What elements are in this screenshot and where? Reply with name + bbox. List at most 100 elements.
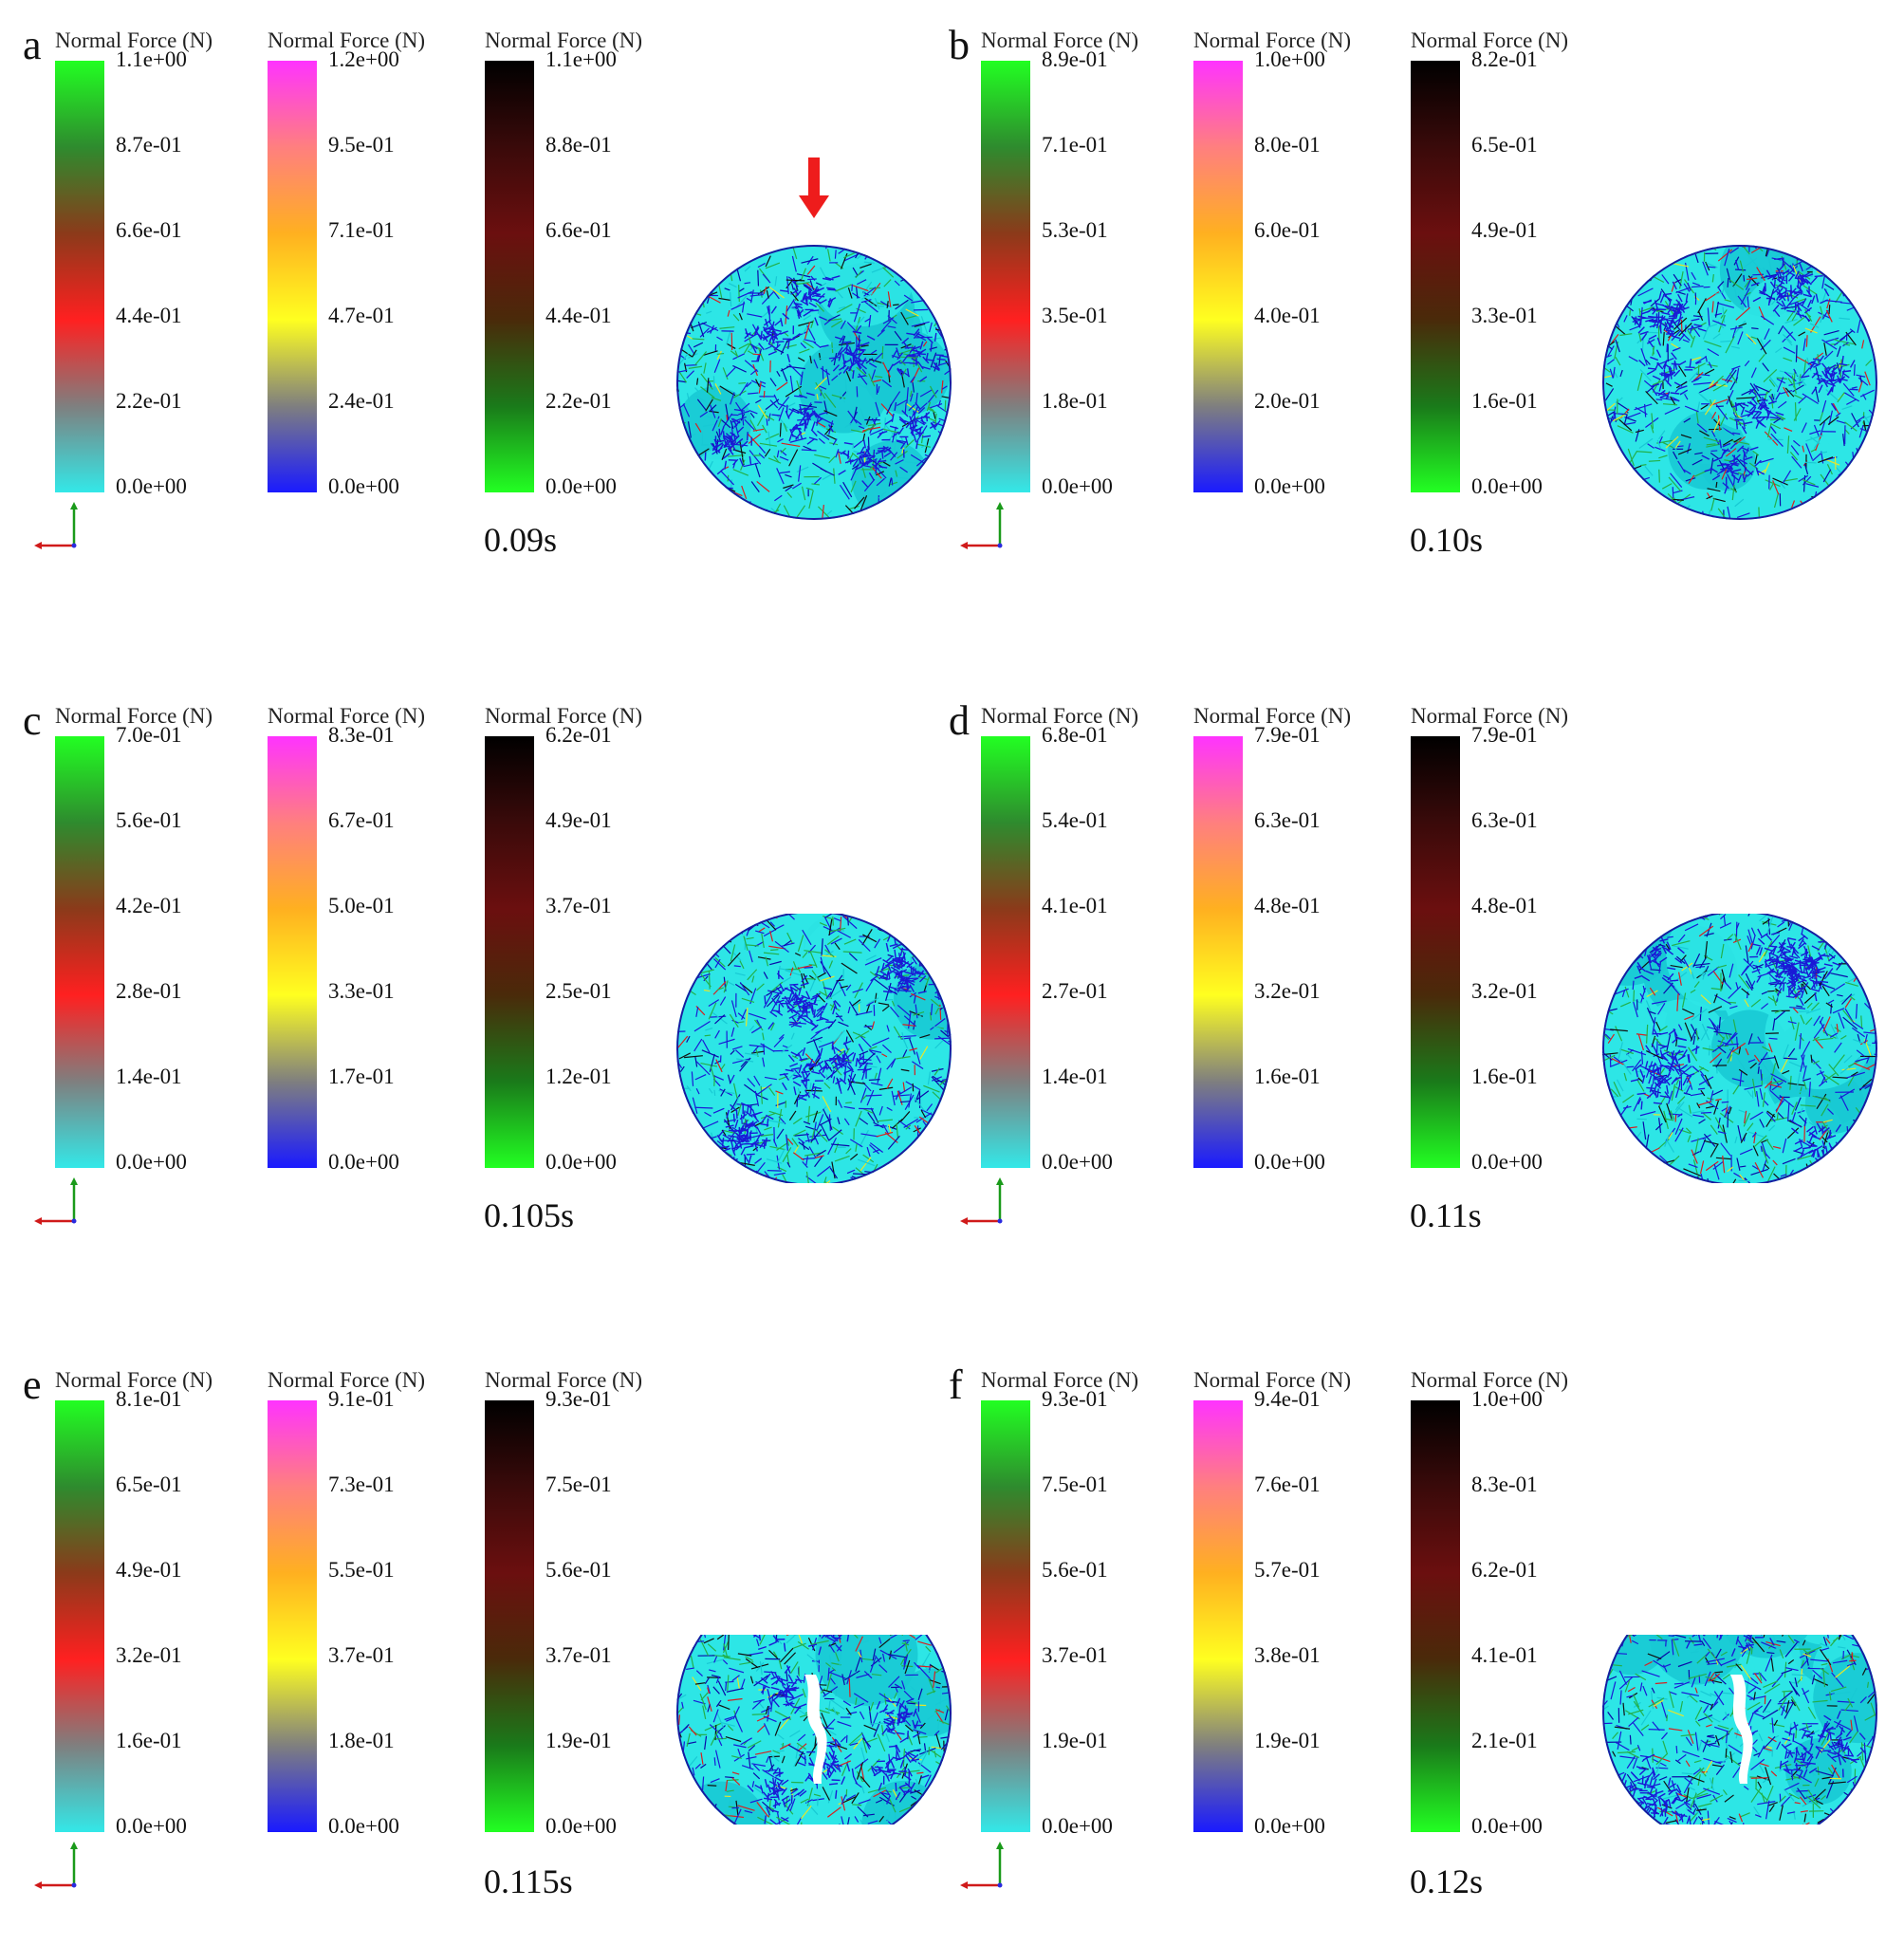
legend-tick-label: 4.4e-01 bbox=[545, 304, 612, 328]
color-bar bbox=[981, 61, 1030, 492]
legend-tick-label: 8.2e-01 bbox=[1471, 47, 1538, 72]
legend-tick-label: 0.0e+00 bbox=[545, 474, 617, 499]
legend-tick-label: 2.0e-01 bbox=[1254, 389, 1321, 414]
legend-tick-label: 1.9e-01 bbox=[545, 1729, 612, 1753]
legend-tick-label: 6.5e-01 bbox=[1471, 133, 1538, 157]
color-bar bbox=[268, 61, 317, 492]
legend-tick-label: 4.9e-01 bbox=[1471, 218, 1538, 243]
color-bar bbox=[55, 1400, 104, 1832]
legend-tick-label: 5.6e-01 bbox=[116, 808, 182, 833]
legend-tick-label: 4.1e-01 bbox=[1042, 894, 1108, 918]
legend-tick-label: 2.4e-01 bbox=[328, 389, 395, 414]
legend-tick-label: 6.2e-01 bbox=[1471, 1558, 1538, 1583]
color-bar bbox=[485, 61, 534, 492]
particle-contact-network bbox=[1598, 1570, 1882, 1855]
legend-tick-label: 3.8e-01 bbox=[1254, 1643, 1321, 1668]
legend-tick-label: 1.7e-01 bbox=[328, 1065, 395, 1089]
legend-tick-label: 8.8e-01 bbox=[545, 133, 612, 157]
legend-tick-label: 1.6e-01 bbox=[1471, 389, 1538, 414]
legend-tick-label: 2.7e-01 bbox=[1042, 979, 1108, 1004]
legend-tick-label: 8.7e-01 bbox=[116, 133, 182, 157]
xyz-axes-icon bbox=[958, 496, 1015, 553]
legend-tick-label: 5.6e-01 bbox=[545, 1558, 612, 1583]
legend-tick-label: 0.0e+00 bbox=[328, 1150, 399, 1175]
panel-label: e bbox=[23, 1361, 42, 1409]
time-label: 0.105s bbox=[484, 1195, 574, 1235]
particle-contact-network bbox=[672, 906, 956, 1191]
legend-tick-label: 0.0e+00 bbox=[1254, 1150, 1325, 1175]
legend-tick-label: 7.6e-01 bbox=[1254, 1473, 1321, 1497]
legend-tick-label: 0.0e+00 bbox=[116, 1150, 187, 1175]
xyz-axes-icon bbox=[958, 1836, 1015, 1893]
legend-tick-label: 4.8e-01 bbox=[1254, 894, 1321, 918]
legend-tick-label: 1.9e-01 bbox=[1254, 1729, 1321, 1753]
xyz-axes-icon bbox=[32, 1836, 89, 1893]
legend-tick-label: 1.9e-01 bbox=[1042, 1729, 1108, 1753]
legend-tick-label: 7.9e-01 bbox=[1471, 723, 1538, 748]
legend-tick-label: 1.4e-01 bbox=[116, 1065, 182, 1089]
legend-tick-label: 0.0e+00 bbox=[1254, 474, 1325, 499]
legend-tick-label: 1.1e+00 bbox=[545, 47, 617, 72]
legend-tick-label: 1.8e-01 bbox=[1042, 389, 1108, 414]
legend-tick-label: 9.3e-01 bbox=[545, 1387, 612, 1412]
legend-tick-label: 3.7e-01 bbox=[545, 894, 612, 918]
legend-tick-label: 2.5e-01 bbox=[545, 979, 612, 1004]
xyz-axes-icon bbox=[32, 496, 89, 553]
color-bar bbox=[1193, 61, 1243, 492]
legend-tick-label: 3.2e-01 bbox=[116, 1643, 182, 1668]
panel-label: a bbox=[23, 21, 42, 69]
legend-tick-label: 0.0e+00 bbox=[1042, 474, 1113, 499]
legend-tick-label: 0.0e+00 bbox=[1254, 1814, 1325, 1839]
legend-tick-label: 4.8e-01 bbox=[1471, 894, 1538, 918]
legend-tick-label: 9.5e-01 bbox=[328, 133, 395, 157]
legend-tick-label: 2.2e-01 bbox=[116, 389, 182, 414]
color-bar bbox=[485, 736, 534, 1168]
legend-tick-label: 1.2e-01 bbox=[545, 1065, 612, 1089]
legend-tick-label: 4.7e-01 bbox=[328, 304, 395, 328]
legend-tick-label: 2.2e-01 bbox=[545, 389, 612, 414]
legend-tick-label: 5.0e-01 bbox=[328, 894, 395, 918]
legend-tick-label: 1.0e+00 bbox=[1254, 47, 1325, 72]
legend-tick-label: 0.0e+00 bbox=[545, 1150, 617, 1175]
legend-tick-label: 1.6e-01 bbox=[116, 1729, 182, 1753]
legend-tick-label: 1.0e+00 bbox=[1471, 1387, 1543, 1412]
legend-tick-label: 6.6e-01 bbox=[545, 218, 612, 243]
legend-tick-label: 5.7e-01 bbox=[1254, 1558, 1321, 1583]
color-bar bbox=[268, 1400, 317, 1832]
legend-tick-label: 1.2e+00 bbox=[328, 47, 399, 72]
legend-tick-label: 8.3e-01 bbox=[328, 723, 395, 748]
legend-tick-label: 9.4e-01 bbox=[1254, 1387, 1321, 1412]
legend-tick-label: 5.5e-01 bbox=[328, 1558, 395, 1583]
panel-label: b bbox=[949, 21, 970, 69]
legend-tick-label: 4.9e-01 bbox=[545, 808, 612, 833]
legend-tick-label: 4.2e-01 bbox=[116, 894, 182, 918]
legend-tick-label: 8.3e-01 bbox=[1471, 1473, 1538, 1497]
legend-tick-label: 0.0e+00 bbox=[116, 1814, 187, 1839]
color-bar bbox=[55, 736, 104, 1168]
legend-tick-label: 9.3e-01 bbox=[1042, 1387, 1108, 1412]
legend-tick-label: 4.0e-01 bbox=[1254, 304, 1321, 328]
legend-tick-label: 4.1e-01 bbox=[1471, 1643, 1538, 1668]
color-bar bbox=[1411, 736, 1460, 1168]
legend-tick-label: 0.0e+00 bbox=[545, 1814, 617, 1839]
particle-contact-network bbox=[672, 240, 956, 525]
legend-tick-label: 6.2e-01 bbox=[545, 723, 612, 748]
panel-label: c bbox=[23, 696, 42, 745]
color-bar bbox=[55, 61, 104, 492]
color-bar bbox=[1411, 1400, 1460, 1832]
legend-tick-label: 0.0e+00 bbox=[1471, 1814, 1543, 1839]
